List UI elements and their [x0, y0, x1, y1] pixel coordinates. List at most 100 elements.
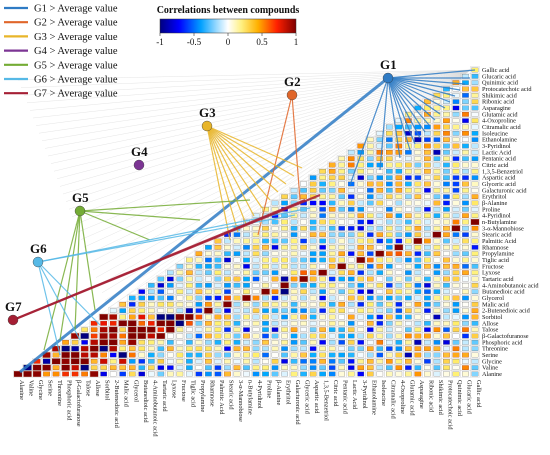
heatmap-cell: [405, 333, 412, 339]
column-label: Malic acid: [123, 380, 130, 408]
heatmap-cell: [328, 175, 336, 180]
heatmap-cell: [443, 194, 450, 199]
mesh-line: [59, 69, 471, 187]
heatmap-cell: [176, 289, 184, 294]
heatmap-cell: [281, 219, 288, 225]
heatmap-cell: [462, 264, 469, 269]
heatmap-cell: [281, 352, 288, 358]
heatmap-cell: [271, 270, 279, 275]
column-label: Glyceric acid: [304, 380, 311, 415]
heatmap-cell: [471, 314, 479, 320]
heatmap-cell: [433, 169, 441, 174]
heatmap-cell: [452, 308, 460, 313]
heatmap-cell: [405, 175, 412, 180]
heatmap-cell: [147, 359, 155, 364]
heatmap-cell: [119, 371, 127, 377]
heatmap-cell: [52, 346, 60, 352]
heatmap-cell: [109, 359, 117, 364]
group-node-label: G5: [72, 190, 89, 205]
heatmap-cell: [262, 314, 269, 320]
heatmap-cell: [414, 156, 422, 161]
heatmap-cell: [386, 276, 393, 282]
heatmap-cell: [309, 365, 317, 370]
heatmap-cell: [395, 194, 403, 199]
heatmap-cell: [252, 264, 260, 269]
row-label: Erythritol: [482, 194, 507, 201]
heatmap-cell: [233, 245, 241, 250]
heatmap-cell: [414, 333, 422, 339]
heatmap-cell: [157, 327, 165, 332]
heatmap-cell: [176, 333, 184, 339]
group-link: [387, 77, 431, 127]
heatmap-cell: [195, 289, 203, 294]
heatmap-cell: [195, 321, 203, 326]
heatmap-cell: [424, 131, 431, 136]
heatmap-cell: [452, 175, 460, 180]
heatmap-cell: [51, 358, 61, 365]
heatmap-cell: [424, 257, 431, 263]
heatmap-cell: [328, 276, 336, 282]
row-label: Glycine: [482, 358, 502, 365]
heatmap-cell: [443, 131, 450, 136]
heatmap-cell: [166, 326, 175, 333]
heatmap-cell: [405, 321, 412, 326]
column-label: Threonine: [56, 380, 63, 406]
heatmap-cell: [471, 99, 479, 104]
heatmap-cell: [281, 251, 288, 256]
heatmap-cell-frame: [413, 370, 423, 378]
heatmap-cell: [414, 137, 422, 143]
heatmap-cell: [52, 371, 60, 377]
heatmap-cell: [290, 333, 298, 339]
heatmap-cell: [186, 340, 193, 345]
heatmap-cell: [386, 219, 393, 225]
heatmap-cell: [452, 105, 460, 111]
heatmap-cell: [452, 124, 460, 130]
heatmap-cell: [119, 308, 127, 313]
heatmap-cell: [433, 365, 441, 370]
heatmap-cell: [452, 150, 460, 155]
heatmap-cell: [338, 200, 346, 206]
heatmap-cell: [452, 321, 460, 326]
heatmap-cell: [61, 345, 70, 352]
heatmap-cell: [366, 226, 374, 231]
heatmap-cell: [147, 346, 155, 351]
heatmap-cell: [386, 302, 393, 307]
heatmap-cell: [414, 365, 422, 370]
heatmap-cell: [319, 251, 326, 256]
heatmap-cell: [386, 251, 393, 256]
heatmap-cell: [347, 257, 355, 263]
heatmap-cell: [414, 295, 422, 301]
heatmap-cell: [386, 264, 393, 269]
heatmap-cell: [395, 346, 403, 351]
heatmap-cell-frame: [79, 370, 90, 378]
heatmap-cell: [224, 359, 231, 364]
heatmap-cell: [233, 232, 241, 237]
heatmap-cell: [309, 340, 317, 345]
heatmap-cell: [405, 295, 412, 301]
heatmap-cell: [376, 333, 384, 339]
heatmap-cell: [300, 194, 307, 199]
heatmap-cell: [405, 238, 412, 244]
group-link: [206, 125, 287, 185]
column-label: Aspartic acid: [313, 380, 320, 414]
heatmap-cell: [224, 314, 231, 320]
heatmap-cell: [338, 188, 346, 193]
heatmap-cell-frame: [336, 370, 347, 378]
row-label: Aspartic acid: [482, 175, 516, 182]
heatmap-cell: [366, 194, 374, 199]
heatmap-cell: [424, 333, 431, 339]
heatmap-cell: [386, 333, 393, 339]
heatmap-cell: [347, 270, 355, 275]
heatmap-cell: [119, 340, 127, 345]
heatmap-cell: [147, 365, 155, 370]
heatmap-cell: [328, 302, 336, 307]
heatmap-cell: [462, 99, 469, 104]
heatmap-cell: [471, 308, 479, 313]
heatmap-cell: [471, 264, 479, 269]
heatmap-cell: [214, 308, 222, 313]
heatmap-cell: [167, 308, 174, 313]
heatmap-cell: [347, 219, 355, 225]
heatmap-cell: [414, 213, 422, 218]
heatmap-cell: [357, 188, 365, 193]
heatmap-cell: [214, 289, 222, 294]
